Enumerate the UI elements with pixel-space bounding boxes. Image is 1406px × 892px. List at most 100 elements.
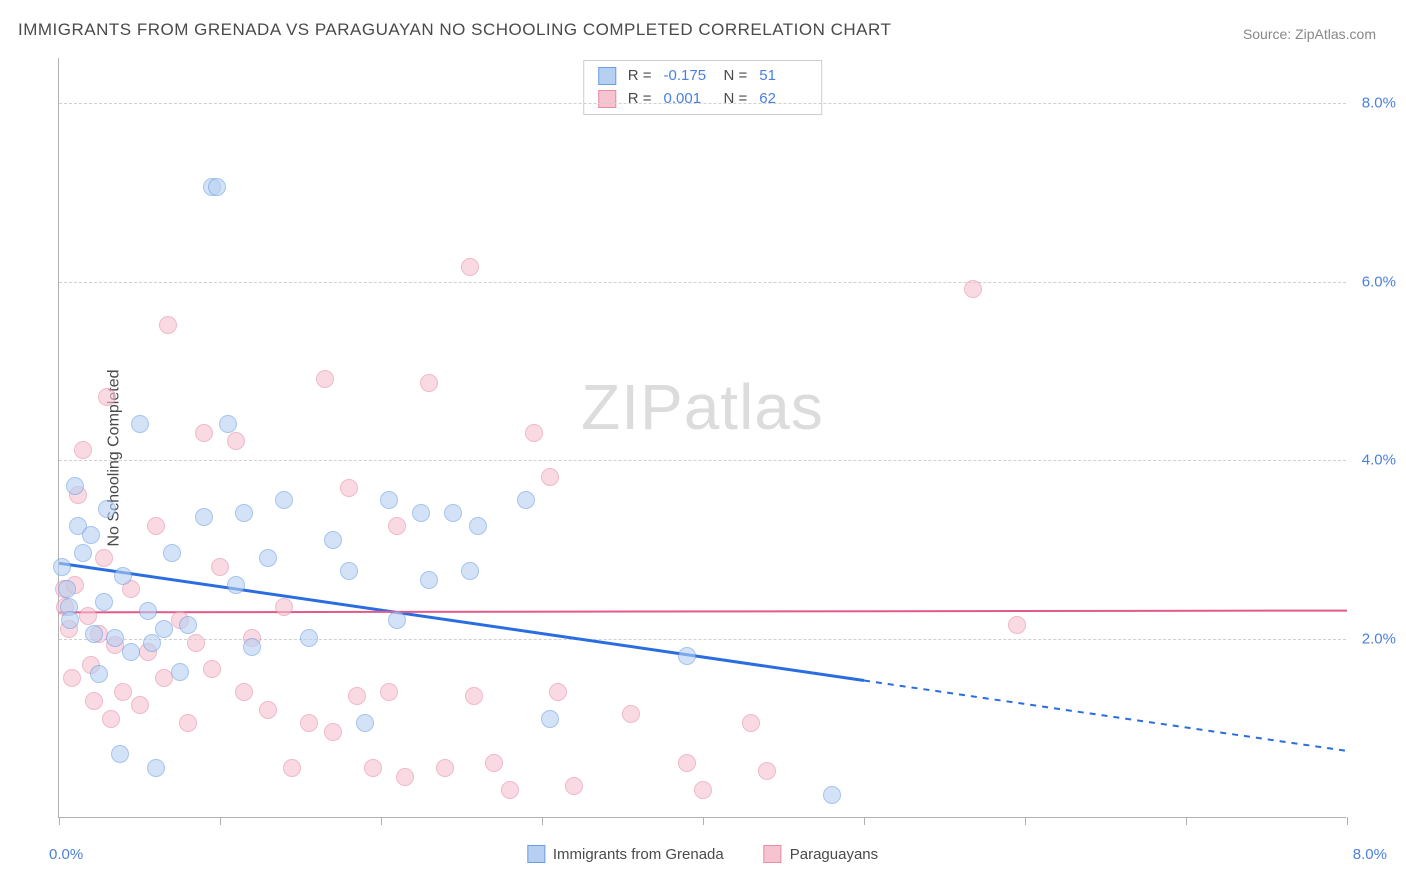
scatter-point bbox=[155, 620, 173, 638]
scatter-point bbox=[58, 580, 76, 598]
scatter-point bbox=[380, 683, 398, 701]
scatter-point bbox=[95, 549, 113, 567]
x-tick bbox=[864, 817, 865, 825]
x-tick bbox=[1025, 817, 1026, 825]
scatter-point bbox=[85, 625, 103, 643]
scatter-point bbox=[501, 781, 519, 799]
y-tick-label: 8.0% bbox=[1362, 94, 1396, 111]
y-tick-label: 6.0% bbox=[1362, 273, 1396, 290]
series-legend: Immigrants from Grenada Paraguayans bbox=[527, 845, 878, 863]
scatter-point bbox=[340, 479, 358, 497]
y-tick-label: 2.0% bbox=[1362, 631, 1396, 648]
legend-swatch bbox=[764, 845, 782, 863]
scatter-point bbox=[275, 598, 293, 616]
stats-legend-box: R =-0.175N =51R =0.001N =62 bbox=[583, 60, 823, 115]
scatter-point bbox=[63, 669, 81, 687]
stat-label: N = bbox=[724, 65, 748, 88]
scatter-point bbox=[235, 504, 253, 522]
legend-swatch bbox=[527, 845, 545, 863]
gridline-h bbox=[59, 103, 1346, 104]
scatter-point bbox=[461, 258, 479, 276]
scatter-point bbox=[485, 754, 503, 772]
scatter-point bbox=[82, 526, 100, 544]
scatter-point bbox=[203, 660, 221, 678]
scatter-point bbox=[235, 683, 253, 701]
x-tick bbox=[381, 817, 382, 825]
scatter-point bbox=[259, 549, 277, 567]
watermark-bold: ZIP bbox=[581, 371, 684, 443]
scatter-point bbox=[98, 388, 116, 406]
scatter-point bbox=[300, 714, 318, 732]
scatter-point bbox=[90, 665, 108, 683]
scatter-point bbox=[517, 491, 535, 509]
legend-item: Immigrants from Grenada bbox=[527, 845, 724, 863]
watermark-thin: atlas bbox=[684, 371, 824, 443]
scatter-point bbox=[147, 759, 165, 777]
scatter-point bbox=[243, 638, 261, 656]
scatter-point bbox=[525, 424, 543, 442]
scatter-point bbox=[420, 571, 438, 589]
scatter-point bbox=[227, 576, 245, 594]
x-tick bbox=[542, 817, 543, 825]
scatter-point bbox=[420, 374, 438, 392]
gridline-h bbox=[59, 282, 1346, 283]
scatter-point bbox=[171, 663, 189, 681]
scatter-point bbox=[380, 491, 398, 509]
x-tick bbox=[703, 817, 704, 825]
scatter-point bbox=[283, 759, 301, 777]
scatter-point bbox=[139, 602, 157, 620]
scatter-point bbox=[163, 544, 181, 562]
chart-title: IMMIGRANTS FROM GRENADA VS PARAGUAYAN NO… bbox=[18, 20, 891, 40]
scatter-point bbox=[324, 723, 342, 741]
scatter-point bbox=[66, 477, 84, 495]
scatter-point bbox=[356, 714, 374, 732]
stat-n-value: 51 bbox=[759, 65, 807, 88]
scatter-point bbox=[131, 415, 149, 433]
scatter-point bbox=[111, 745, 129, 763]
scatter-point bbox=[565, 777, 583, 795]
scatter-point bbox=[541, 468, 559, 486]
gridline-h bbox=[59, 460, 1346, 461]
scatter-point bbox=[412, 504, 430, 522]
scatter-point bbox=[388, 611, 406, 629]
scatter-point bbox=[61, 611, 79, 629]
scatter-point bbox=[179, 714, 197, 732]
stats-row: R =0.001N =62 bbox=[598, 88, 808, 111]
scatter-point bbox=[102, 710, 120, 728]
scatter-point bbox=[211, 558, 229, 576]
scatter-point bbox=[678, 754, 696, 772]
scatter-point bbox=[324, 531, 342, 549]
legend-label: Paraguayans bbox=[790, 846, 878, 863]
legend-item: Paraguayans bbox=[764, 845, 878, 863]
scatter-point bbox=[85, 692, 103, 710]
x-tick bbox=[220, 817, 221, 825]
scatter-point bbox=[179, 616, 197, 634]
scatter-point bbox=[758, 762, 776, 780]
source-attribution: Source: ZipAtlas.com bbox=[1243, 26, 1376, 42]
scatter-point bbox=[74, 441, 92, 459]
scatter-point bbox=[195, 508, 213, 526]
chart-container: No Schooling Completed ZIPatlas R =-0.17… bbox=[48, 58, 1388, 858]
scatter-point bbox=[388, 517, 406, 535]
scatter-point bbox=[549, 683, 567, 701]
x-tick bbox=[1186, 817, 1187, 825]
scatter-point bbox=[461, 562, 479, 580]
scatter-point bbox=[465, 687, 483, 705]
scatter-point bbox=[678, 647, 696, 665]
legend-swatch bbox=[598, 90, 616, 108]
scatter-point bbox=[300, 629, 318, 647]
legend-swatch bbox=[598, 67, 616, 85]
scatter-point bbox=[159, 316, 177, 334]
scatter-point bbox=[444, 504, 462, 522]
scatter-point bbox=[348, 687, 366, 705]
x-tick-label: 0.0% bbox=[49, 846, 83, 863]
scatter-point bbox=[106, 629, 124, 647]
scatter-point bbox=[122, 643, 140, 661]
stat-label: R = bbox=[628, 65, 652, 88]
scatter-point bbox=[469, 517, 487, 535]
scatter-point bbox=[275, 491, 293, 509]
scatter-point bbox=[1008, 616, 1026, 634]
scatter-point bbox=[147, 517, 165, 535]
scatter-point bbox=[227, 432, 245, 450]
scatter-point bbox=[316, 370, 334, 388]
